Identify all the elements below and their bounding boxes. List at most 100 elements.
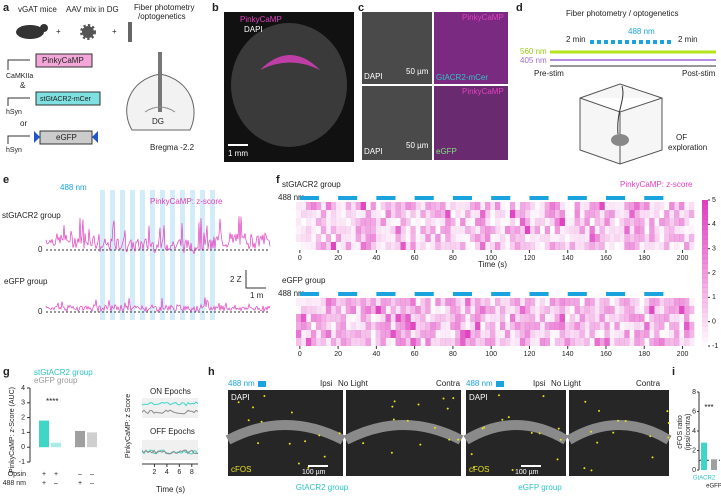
axis-label: Time (s): [156, 485, 185, 494]
text: Contra: [436, 379, 461, 388]
heat-cell: [430, 218, 436, 226]
heat-cell: [589, 330, 595, 338]
heat-cell: [574, 306, 580, 314]
heat-cell: [654, 338, 660, 346]
heat-cell: [440, 202, 446, 210]
heat-cell: [475, 330, 481, 338]
heat-cell: [375, 306, 381, 314]
heat-cell: [539, 218, 546, 226]
heat-cell: [505, 218, 510, 226]
heat-cell: [410, 242, 416, 250]
panel-label: g: [3, 366, 10, 378]
cfos-dot: [612, 431, 615, 434]
x-tick-label: 200: [677, 351, 689, 358]
cfos-dot: [297, 462, 300, 465]
heat-cell: [315, 298, 322, 306]
heat-cell: [649, 330, 655, 338]
heat-cell: [390, 330, 396, 338]
heat-cell: [629, 242, 635, 250]
heat-cell: [584, 306, 590, 314]
heat-cell: [360, 202, 366, 210]
heat-cell: [574, 314, 580, 322]
heat-cell: [669, 226, 675, 234]
heat-cell: [335, 210, 342, 218]
heat-cell: [310, 218, 317, 226]
heat-cell: [654, 226, 660, 234]
heat-cell: [609, 202, 615, 210]
heat-cell: [599, 338, 605, 346]
heat-cell: [305, 298, 312, 306]
heat-cell: [480, 330, 486, 338]
text: 2 min: [566, 35, 586, 44]
heat-cell: [335, 306, 342, 314]
heat-cell: [579, 338, 585, 346]
text: 405 nm: [520, 56, 547, 65]
colorbar-cell: [702, 248, 708, 254]
heat-cell: [485, 202, 491, 210]
heat-cell: [455, 314, 461, 322]
heat-cell: [664, 210, 670, 218]
heat-cell: [564, 322, 570, 330]
heat-cell: [430, 242, 436, 250]
heat-cell: [445, 202, 451, 210]
x-tick-label: 8: [190, 469, 194, 476]
heat-cell: [475, 218, 481, 226]
heat-cell: [420, 338, 426, 346]
heat-cell: [490, 234, 495, 242]
heat-cell: [400, 322, 406, 330]
y-tick-label: 2: [692, 447, 696, 454]
heat-cell: [624, 210, 630, 218]
heat-cell: [395, 202, 401, 210]
heat-cell: [370, 210, 376, 218]
text: PinkyCaMP: [240, 15, 282, 24]
mouse-icon: [611, 134, 629, 146]
y-tick-label: 0: [692, 467, 696, 474]
heat-cell: [470, 210, 476, 218]
heat-cell: [584, 242, 590, 250]
heat-cell: [514, 338, 521, 346]
heat-cell: [360, 306, 366, 314]
heat-cell: [639, 226, 645, 234]
heat-cell: [395, 306, 401, 314]
heat-cell: [604, 306, 610, 314]
heat-cell: [539, 306, 546, 314]
heat-cell: [460, 322, 466, 330]
heat-cell: [674, 202, 680, 210]
heat-cell: [529, 202, 536, 210]
stim-bar: [491, 292, 511, 296]
y-tick-label: 4: [692, 428, 696, 435]
heat-cell: [480, 242, 486, 250]
heat-cell: [475, 202, 481, 210]
heat-cell: [475, 226, 481, 234]
heat-cell: [644, 234, 650, 242]
heat-cell: [460, 202, 466, 210]
heat-cell: [634, 330, 640, 338]
heat-cell: [539, 234, 546, 242]
x-tick-label: 20: [334, 351, 342, 358]
heat-cell: [460, 298, 466, 306]
heat-cell: [679, 314, 685, 322]
heat-cell: [529, 314, 536, 322]
heat-cell: [415, 242, 421, 250]
heat-cell: [325, 314, 332, 322]
legend-entry: eGFP group: [34, 376, 78, 385]
stim-stripe: [200, 190, 205, 320]
heat-cell: [455, 234, 461, 242]
text: 488 nm: [228, 379, 255, 388]
heat-cell: [365, 210, 371, 218]
heat-cell: [639, 314, 645, 322]
heat-cell: [360, 322, 366, 330]
heat-cell: [465, 210, 471, 218]
heat-cell: [534, 226, 541, 234]
heat-cell: [584, 338, 590, 346]
trace: [45, 216, 271, 255]
heat-cell: [589, 202, 595, 210]
heat-cell: [490, 242, 496, 250]
heat-cell: [325, 242, 332, 250]
heat-cell: [330, 314, 337, 322]
text: CaMKIIa: [6, 73, 33, 80]
heat-cell: [519, 314, 526, 322]
heat-cell: [480, 234, 486, 242]
heat-cell: [385, 234, 391, 242]
heat-cell: [649, 210, 655, 218]
